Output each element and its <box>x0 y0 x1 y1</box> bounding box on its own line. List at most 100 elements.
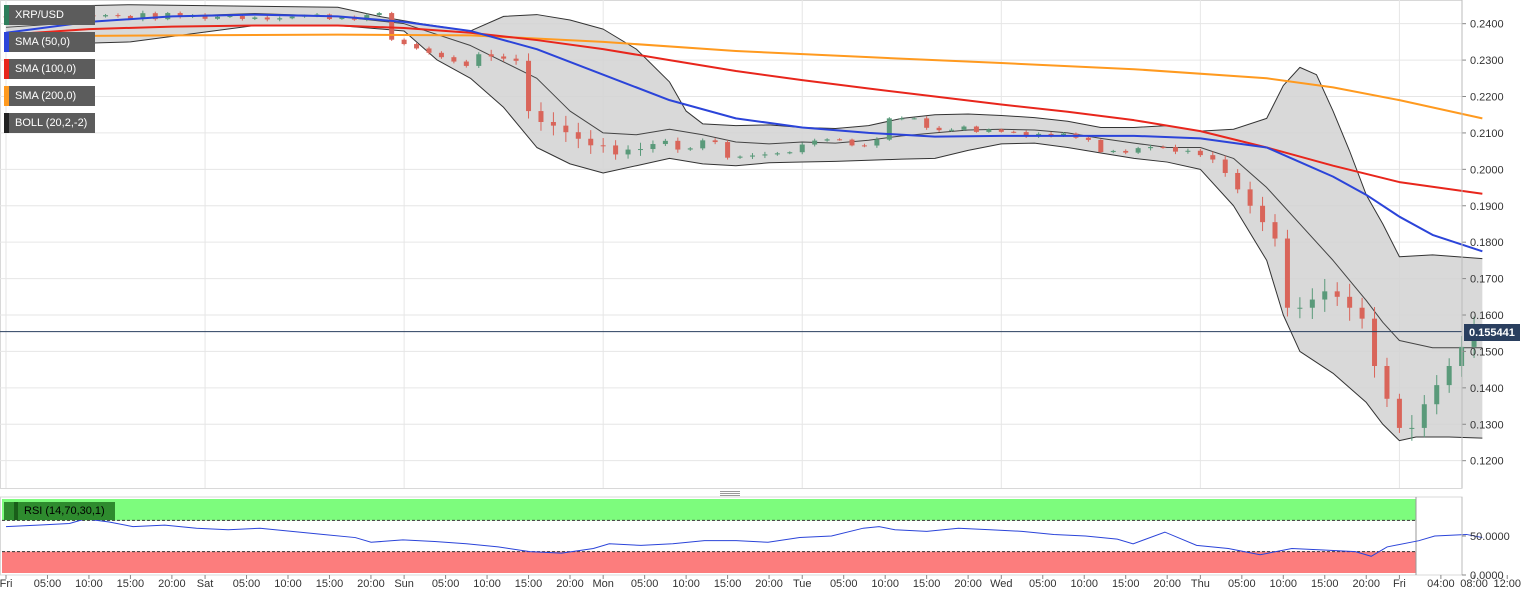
boll-middle-line <box>5 12 1483 349</box>
legend-boll[interactable]: BOLL (20,2,-2) <box>4 113 96 133</box>
candle-body <box>1247 189 1253 206</box>
x-tick-label: 15:00 <box>913 578 941 590</box>
candle-body <box>103 15 109 17</box>
candle-body <box>563 125 569 133</box>
candle-body <box>973 126 979 132</box>
x-tick-label: 20:00 <box>556 578 584 590</box>
candle-body <box>1123 150 1129 153</box>
panel-resize-handle[interactable] <box>720 491 740 496</box>
candle-body <box>227 16 233 18</box>
candle-body <box>401 39 407 45</box>
candle-body <box>575 132 581 139</box>
x-tick-label: 15:00 <box>1311 578 1339 590</box>
candles <box>3 10 1477 441</box>
candle-body <box>1197 150 1203 156</box>
candle-body <box>762 154 768 156</box>
x-tick-label: 10:00 <box>672 578 700 590</box>
x-tick-label: 20:00 <box>357 578 385 590</box>
y-tick-label: 0.1400 <box>1470 383 1504 395</box>
sma50-line <box>5 13 1483 253</box>
x-tick-label: 05:00 <box>432 578 460 590</box>
candle-body <box>364 15 370 20</box>
candle-body <box>849 139 855 146</box>
candle-body <box>799 144 805 153</box>
y-tick-label: 0.2000 <box>1470 164 1504 176</box>
candle-body <box>1434 385 1440 405</box>
x-tick-label: 05:00 <box>34 578 62 590</box>
y-tick-label: 0.1600 <box>1470 310 1504 322</box>
x-tick-label: Fri <box>0 578 12 590</box>
rsi-label: RSI (14,70,30,1) <box>24 505 105 517</box>
legend-symbol[interactable]: XRP/USD <box>4 5 96 25</box>
legend-sma200[interactable]: SMA (200,0) <box>4 86 96 106</box>
legend-sma50[interactable]: SMA (50,0) <box>4 32 96 52</box>
x-tick-label: 10:00 <box>871 578 899 590</box>
candle-body <box>1297 307 1303 309</box>
x-tick-label: 15:00 <box>117 578 145 590</box>
candle-body <box>874 139 880 146</box>
x-tick-label: 10:00 <box>473 578 501 590</box>
candle-body <box>650 144 656 150</box>
candle-body <box>749 155 755 157</box>
x-tick-label: 20:00 <box>1352 578 1380 590</box>
bollinger-band <box>5 4 1483 442</box>
candle-body <box>513 58 519 61</box>
boll-lower-line <box>5 24 1483 442</box>
candle-body <box>115 15 121 17</box>
sma200-label: SMA (200,0) <box>15 90 77 102</box>
candle-body <box>1085 137 1091 140</box>
x-tick-label: 20:00 <box>1153 578 1181 590</box>
candle-body <box>1359 307 1365 319</box>
x-tick-label: 08:00 <box>1460 578 1488 590</box>
rsi-tick-label: 0.0000 <box>1470 570 1504 582</box>
boll-label: BOLL (20,2,-2) <box>15 117 88 129</box>
x-tick-label: 15:00 <box>1112 578 1140 590</box>
x-tick-label: 05:00 <box>1029 578 1057 590</box>
candle-body <box>476 54 482 66</box>
candle-body <box>1260 205 1266 223</box>
candle-body <box>899 118 905 120</box>
candle-body <box>1172 147 1178 152</box>
candle-body <box>1098 139 1104 153</box>
candle-body <box>289 16 295 19</box>
rsi-swatch <box>14 502 18 520</box>
candle-body <box>414 44 420 49</box>
y-tick-label: 0.2400 <box>1470 19 1504 31</box>
legend-rsi[interactable]: RSI (14,70,30,1) <box>4 502 115 520</box>
candle-body <box>252 17 258 19</box>
candle-body <box>1396 398 1402 428</box>
candle-body <box>662 140 668 145</box>
boll-swatch <box>4 113 9 133</box>
y-tick-label: 0.1900 <box>1470 201 1504 213</box>
candle-body <box>1148 147 1154 149</box>
candle-body <box>264 17 270 20</box>
candle-body <box>438 52 444 58</box>
x-tick-label: 10:00 <box>274 578 302 590</box>
sma100-swatch <box>4 59 9 79</box>
candle-body <box>239 16 245 19</box>
y-tick-label: 0.2100 <box>1470 128 1504 140</box>
x-tick-label: Tue <box>793 578 812 590</box>
x-tick-label: Mon <box>592 578 613 590</box>
candle-body <box>538 111 544 122</box>
legend-sma100[interactable]: SMA (100,0) <box>4 59 96 79</box>
x-tick-label: 05:00 <box>1228 578 1256 590</box>
candle-body <box>1372 318 1378 366</box>
candle-body <box>1384 366 1390 399</box>
candle-body <box>787 152 793 154</box>
x-tick-label: 15:00 <box>316 578 344 590</box>
candle-body <box>1284 238 1290 308</box>
x-tick-label: 12:00 <box>1493 578 1521 590</box>
y-tick-label: 0.2300 <box>1470 55 1504 67</box>
current-price-value: 0.155441 <box>1469 326 1515 339</box>
candle-body <box>712 140 718 143</box>
candle-body <box>600 145 606 147</box>
candle-body <box>700 140 706 149</box>
rsi-oversold-zone <box>2 551 1416 573</box>
candle-body <box>625 149 631 155</box>
symbol-swatch <box>4 5 9 25</box>
candle-body <box>177 13 183 17</box>
current-price-tag: 0.155441 <box>1464 324 1520 341</box>
